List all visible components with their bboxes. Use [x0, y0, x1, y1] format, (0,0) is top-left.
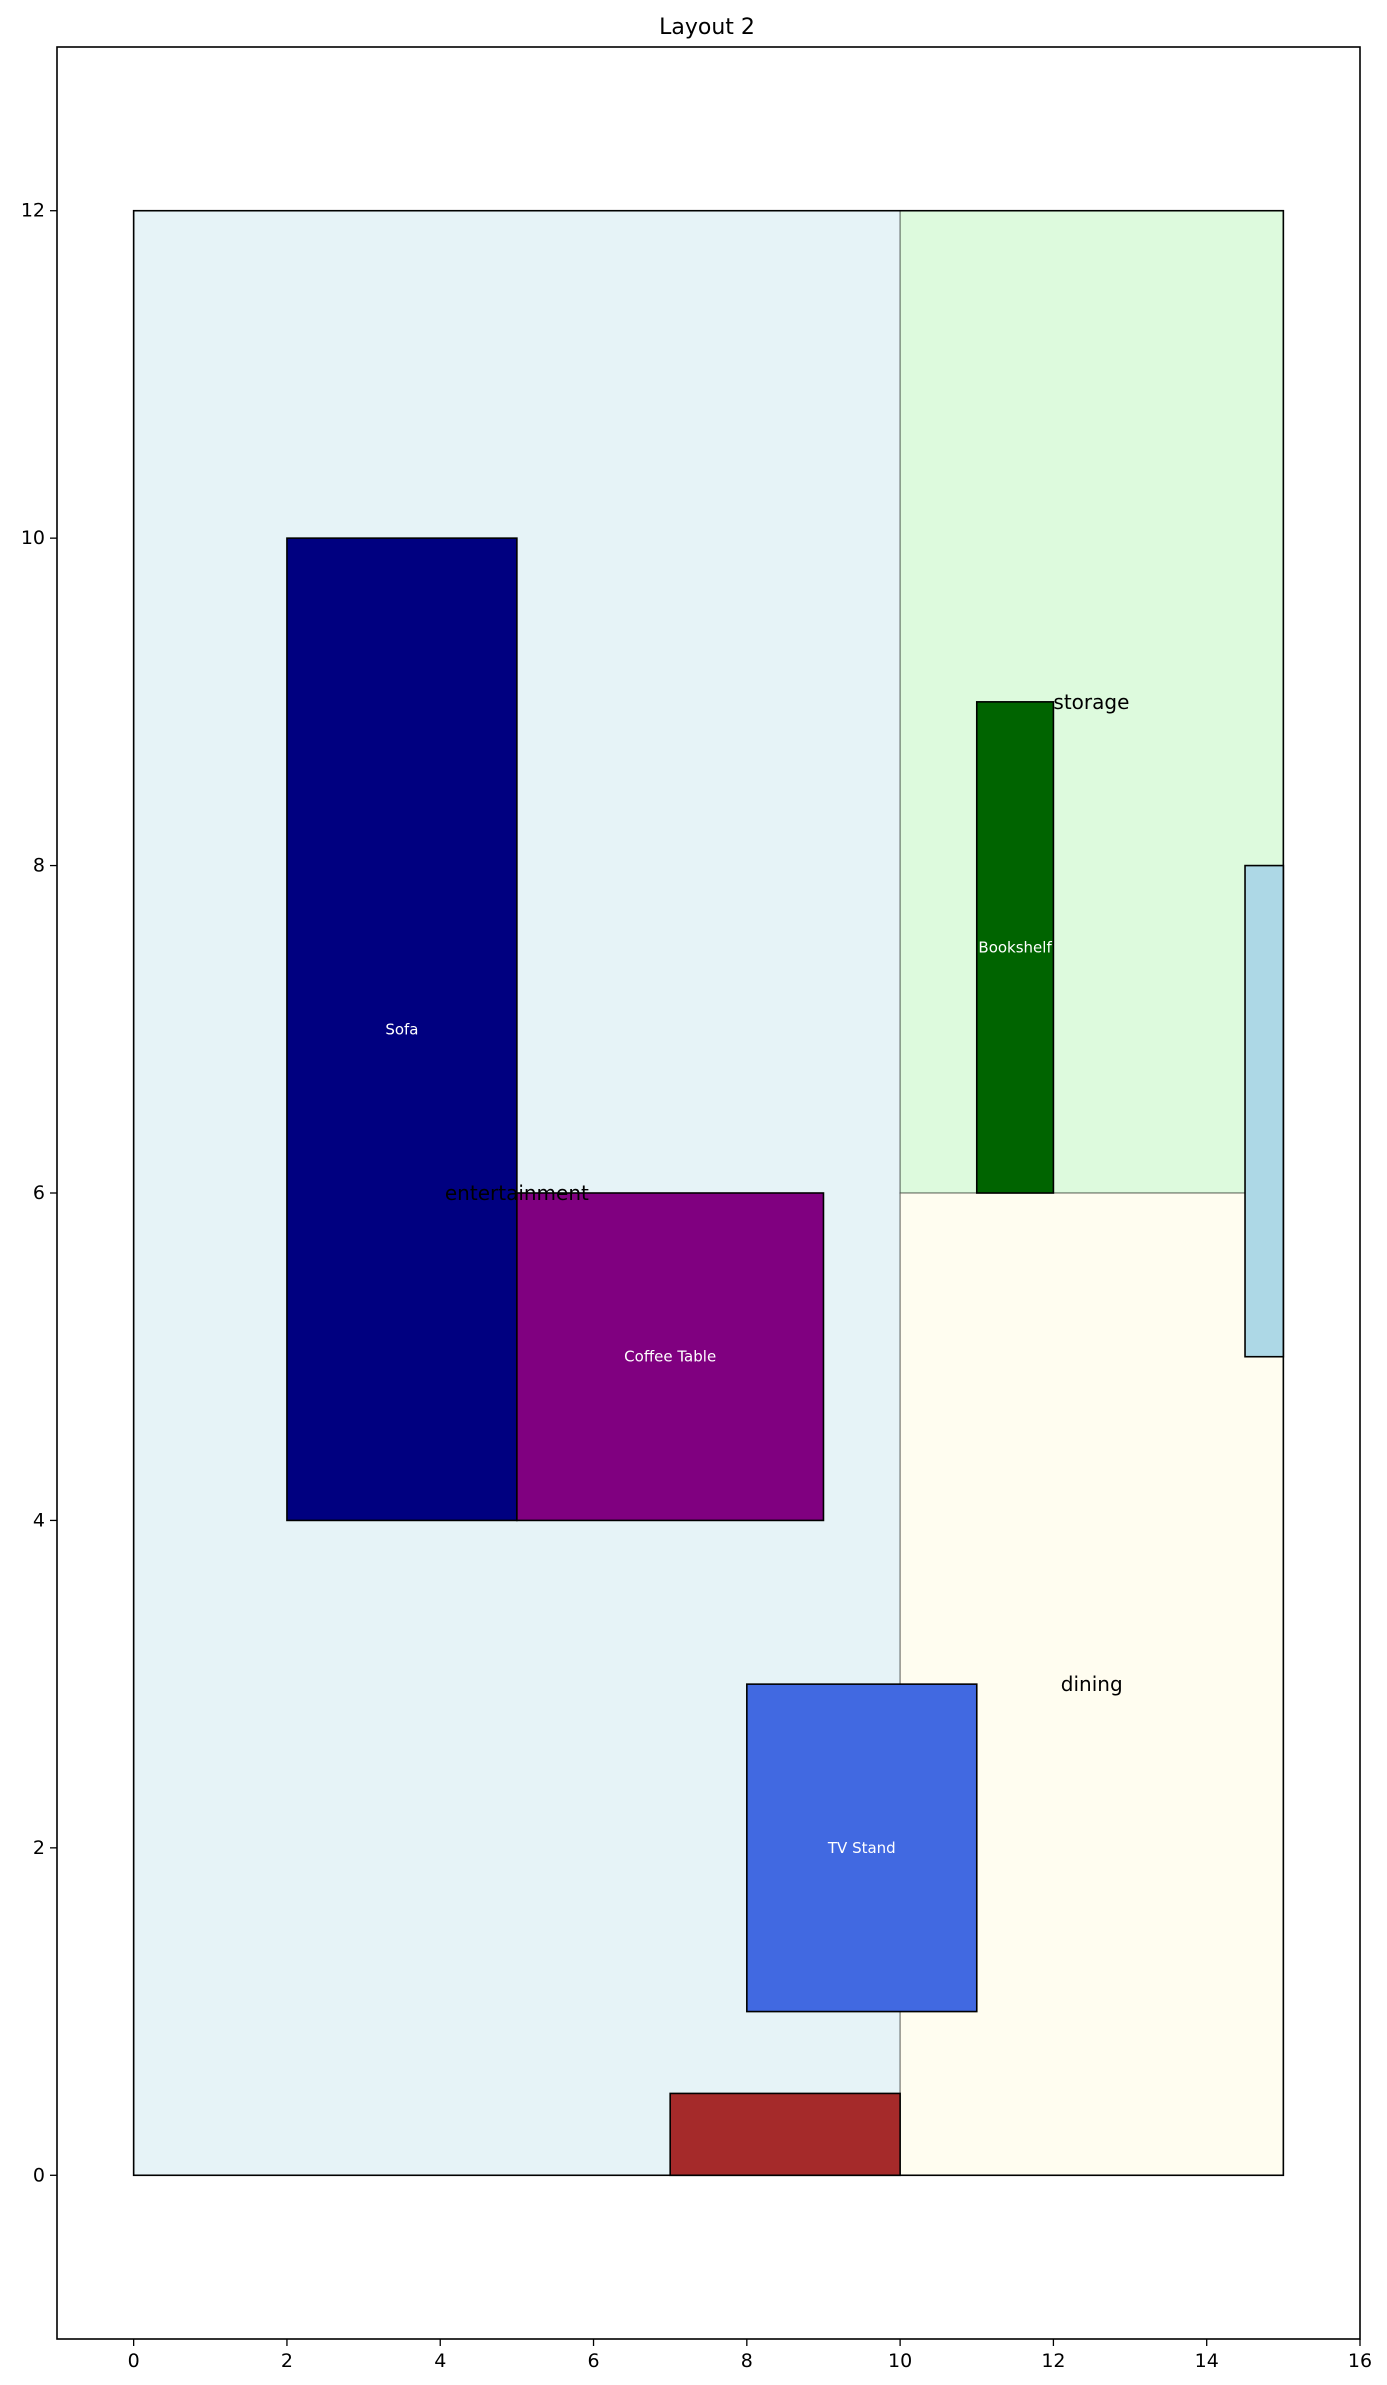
y-tick-label: 6	[33, 1182, 45, 1204]
tv-stand-label: TV Stand	[827, 1839, 896, 1857]
x-tick-label: 6	[587, 2350, 599, 2372]
y-tick-label: 10	[21, 527, 45, 549]
zone-label-entertainment: entertainment	[445, 1181, 589, 1205]
x-tick-label: 14	[1195, 2350, 1219, 2372]
zone-label-storage: storage	[1053, 690, 1129, 714]
door	[669, 2092, 901, 2177]
x-tick-label: 8	[741, 2350, 753, 2372]
y-tick-label: 2	[33, 1837, 45, 1859]
x-tick-label: 0	[128, 2350, 140, 2372]
y-tick-label: 12	[21, 200, 45, 222]
y-tick-label: 8	[33, 855, 45, 877]
x-tick-label: 16	[1348, 2350, 1372, 2372]
window	[1244, 864, 1285, 1358]
y-tick-label: 4	[33, 1509, 45, 1531]
coffee-table	[516, 1192, 825, 1522]
axes-layer: 0 2 4 6 8 10 12 14 16 0 2 4 6 8 10 12	[21, 46, 1372, 2372]
coffee-table-label: Coffee Table	[624, 1348, 716, 1366]
sofa-label: Sofa	[385, 1020, 418, 1038]
x-tick-label: 10	[888, 2350, 912, 2372]
chart-title: Layout 2	[659, 15, 755, 40]
x-tick-label: 2	[281, 2350, 293, 2372]
zone-label-dining: dining	[1061, 1672, 1123, 1696]
x-tick-label: 12	[1041, 2350, 1065, 2372]
furniture-layer: Sofa Coffee Table TV Stand Bookshelf	[286, 537, 1285, 2177]
tv-stand	[746, 1683, 978, 2013]
x-tick-label: 4	[434, 2350, 446, 2372]
labels-layer: entertainment storage dining	[445, 690, 1130, 1696]
sofa	[286, 537, 518, 1522]
bookshelf	[975, 701, 1055, 1194]
bookshelf-label: Bookshelf	[978, 938, 1052, 956]
y-tick-label: 0	[33, 2164, 45, 2186]
